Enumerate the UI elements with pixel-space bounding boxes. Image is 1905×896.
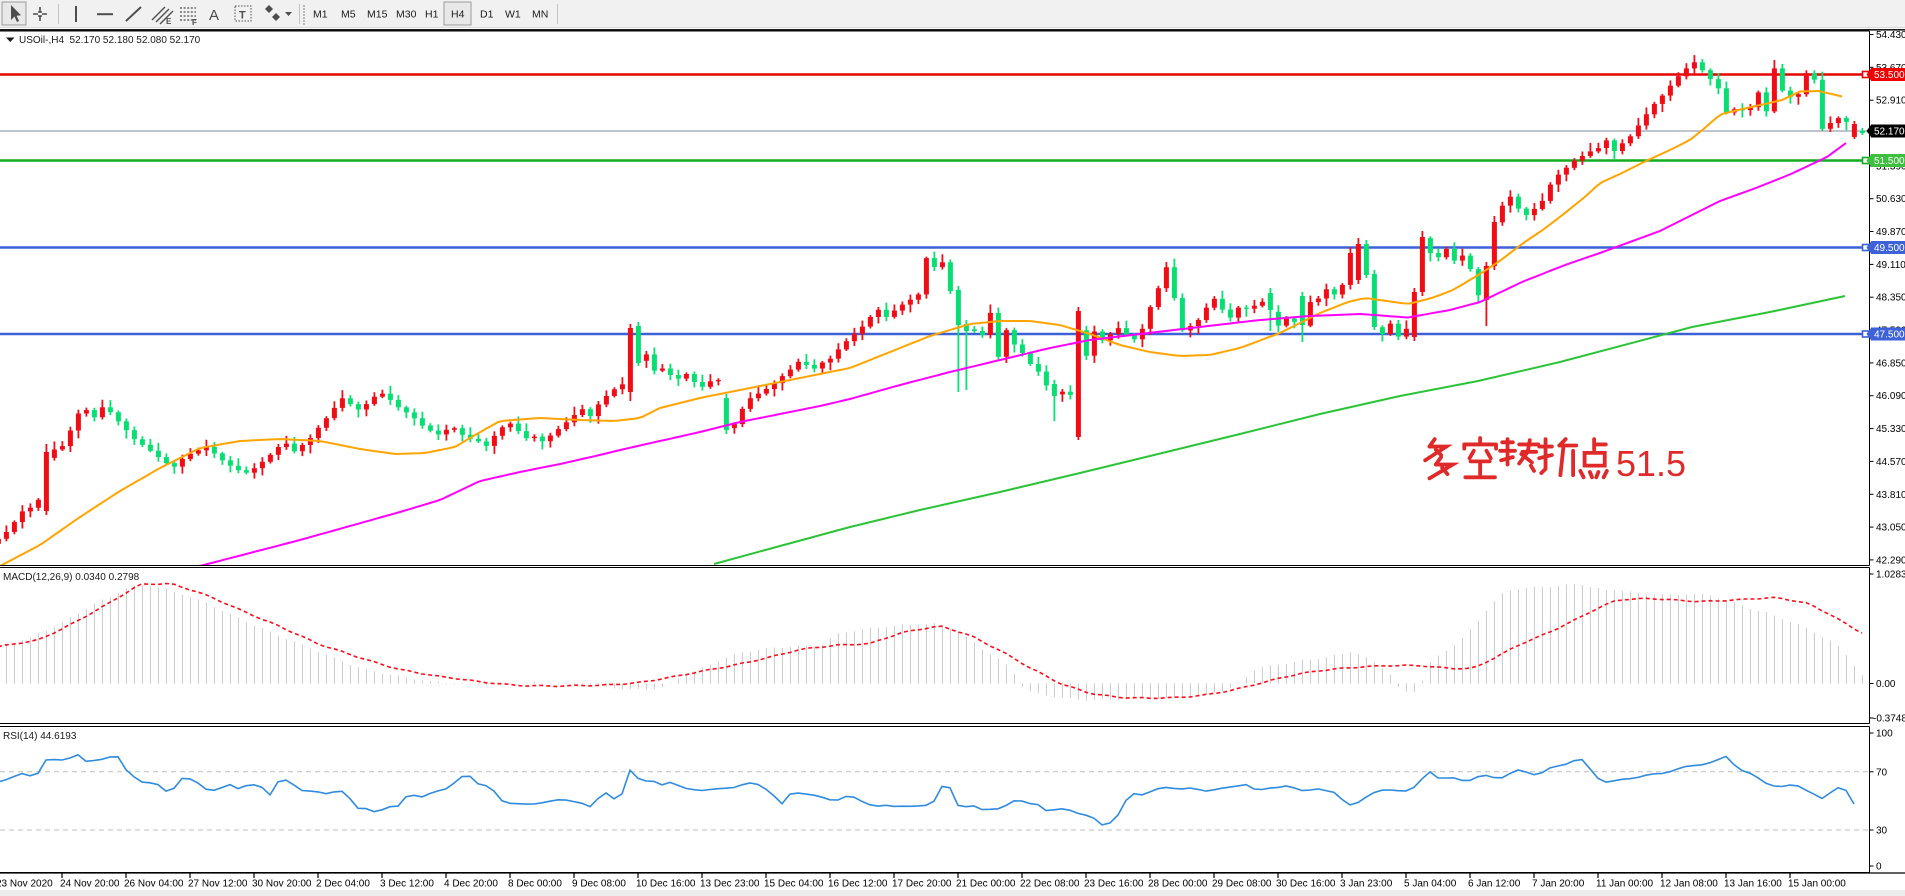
svg-text:27 Nov 12:00: 27 Nov 12:00 — [188, 879, 248, 890]
svg-text:23 Dec 16:00: 23 Dec 16:00 — [1084, 879, 1144, 890]
svg-text:43.810: 43.810 — [1876, 490, 1905, 501]
svg-text:H1: H1 — [425, 9, 439, 21]
svg-text:H4: H4 — [451, 9, 465, 21]
svg-text:53.500: 53.500 — [1874, 70, 1905, 81]
svg-text:12 Jan 08:00: 12 Jan 08:00 — [1660, 879, 1718, 890]
svg-text:45.330: 45.330 — [1876, 424, 1905, 435]
svg-text:17 Dec 20:00: 17 Dec 20:00 — [892, 879, 952, 890]
svg-text:RSI(14) 44.6193: RSI(14) 44.6193 — [3, 731, 77, 742]
svg-text:11 Jan 00:00: 11 Jan 00:00 — [1596, 879, 1654, 890]
svg-text:15 Jan 00:00: 15 Jan 00:00 — [1788, 879, 1846, 890]
svg-text:7 Jan 20:00: 7 Jan 20:00 — [1532, 879, 1585, 890]
svg-text:44.570: 44.570 — [1876, 457, 1905, 468]
svg-text:MACD(12,26,9) 0.0340 0.2798: MACD(12,26,9) 0.0340 0.2798 — [3, 572, 140, 583]
svg-text:49.110: 49.110 — [1876, 260, 1905, 271]
svg-text:M5: M5 — [341, 9, 356, 21]
svg-text:15 Dec 04:00: 15 Dec 04:00 — [764, 879, 824, 890]
svg-text:3 Dec 12:00: 3 Dec 12:00 — [380, 879, 434, 890]
svg-text:0: 0 — [1876, 862, 1882, 873]
svg-text:28 Dec 00:00: 28 Dec 00:00 — [1148, 879, 1208, 890]
svg-text:30 Dec 16:00: 30 Dec 16:00 — [1276, 879, 1336, 890]
svg-text:8 Dec 00:00: 8 Dec 00:00 — [508, 879, 562, 890]
svg-text:E: E — [166, 17, 172, 26]
svg-text:D1: D1 — [480, 9, 494, 21]
svg-text:29 Dec 08:00: 29 Dec 08:00 — [1212, 879, 1272, 890]
svg-text:23 Nov 2020: 23 Nov 2020 — [0, 879, 53, 890]
svg-text:A: A — [209, 7, 219, 24]
svg-text:51.5: 51.5 — [1616, 443, 1686, 484]
svg-text:46.090: 46.090 — [1876, 391, 1905, 402]
svg-text:9 Dec 08:00: 9 Dec 08:00 — [572, 879, 626, 890]
svg-text:0.00: 0.00 — [1876, 679, 1896, 690]
svg-text:46.850: 46.850 — [1876, 358, 1905, 369]
svg-text:52.910: 52.910 — [1876, 96, 1905, 107]
svg-text:M30: M30 — [396, 9, 417, 21]
svg-text:22 Dec 08:00: 22 Dec 08:00 — [1020, 879, 1080, 890]
svg-text:50.630: 50.630 — [1876, 194, 1905, 205]
svg-text:21 Dec 00:00: 21 Dec 00:00 — [956, 879, 1016, 890]
svg-text:-0.3748: -0.3748 — [1873, 714, 1905, 725]
svg-text:F: F — [192, 18, 197, 27]
svg-text:1.0283: 1.0283 — [1876, 570, 1905, 581]
svg-text:54.430: 54.430 — [1876, 30, 1905, 41]
svg-text:51.500: 51.500 — [1874, 156, 1905, 167]
svg-text:T: T — [239, 10, 246, 22]
svg-text:USOil-,H4 52.170 52.180 52.08: USOil-,H4 52.170 52.180 52.080 52.170 — [19, 35, 201, 46]
svg-text:70: 70 — [1876, 767, 1888, 778]
svg-text:5 Jan 04:00: 5 Jan 04:00 — [1404, 879, 1457, 890]
svg-text:48.350: 48.350 — [1876, 293, 1905, 304]
svg-text:52.170: 52.170 — [1874, 127, 1905, 138]
svg-text:43.050: 43.050 — [1876, 523, 1905, 534]
svg-text:49.500: 49.500 — [1874, 243, 1905, 254]
svg-text:30: 30 — [1876, 826, 1888, 837]
svg-text:2 Dec 04:00: 2 Dec 04:00 — [316, 879, 370, 890]
svg-text:6 Jan 12:00: 6 Jan 12:00 — [1468, 879, 1521, 890]
svg-text:16 Dec 12:00: 16 Dec 12:00 — [828, 879, 888, 890]
svg-text:13 Jan 16:00: 13 Jan 16:00 — [1724, 879, 1782, 890]
svg-text:30 Nov 20:00: 30 Nov 20:00 — [252, 879, 312, 890]
svg-text:100: 100 — [1876, 729, 1893, 740]
svg-text:3 Jan 23:00: 3 Jan 23:00 — [1340, 879, 1393, 890]
svg-text:42.290: 42.290 — [1876, 555, 1905, 566]
svg-text:13 Dec 23:00: 13 Dec 23:00 — [700, 879, 760, 890]
svg-text:26 Nov 04:00: 26 Nov 04:00 — [124, 879, 184, 890]
svg-text:4 Dec 20:00: 4 Dec 20:00 — [444, 879, 498, 890]
svg-text:47.500: 47.500 — [1874, 330, 1905, 341]
svg-text:M1: M1 — [313, 9, 328, 21]
svg-text:24 Nov 20:00: 24 Nov 20:00 — [60, 879, 120, 890]
svg-text:W1: W1 — [505, 9, 521, 21]
svg-text:49.870: 49.870 — [1876, 227, 1905, 238]
svg-text:MN: MN — [532, 9, 548, 21]
svg-text:10 Dec 16:00: 10 Dec 16:00 — [636, 879, 696, 890]
svg-text:M15: M15 — [367, 9, 388, 21]
